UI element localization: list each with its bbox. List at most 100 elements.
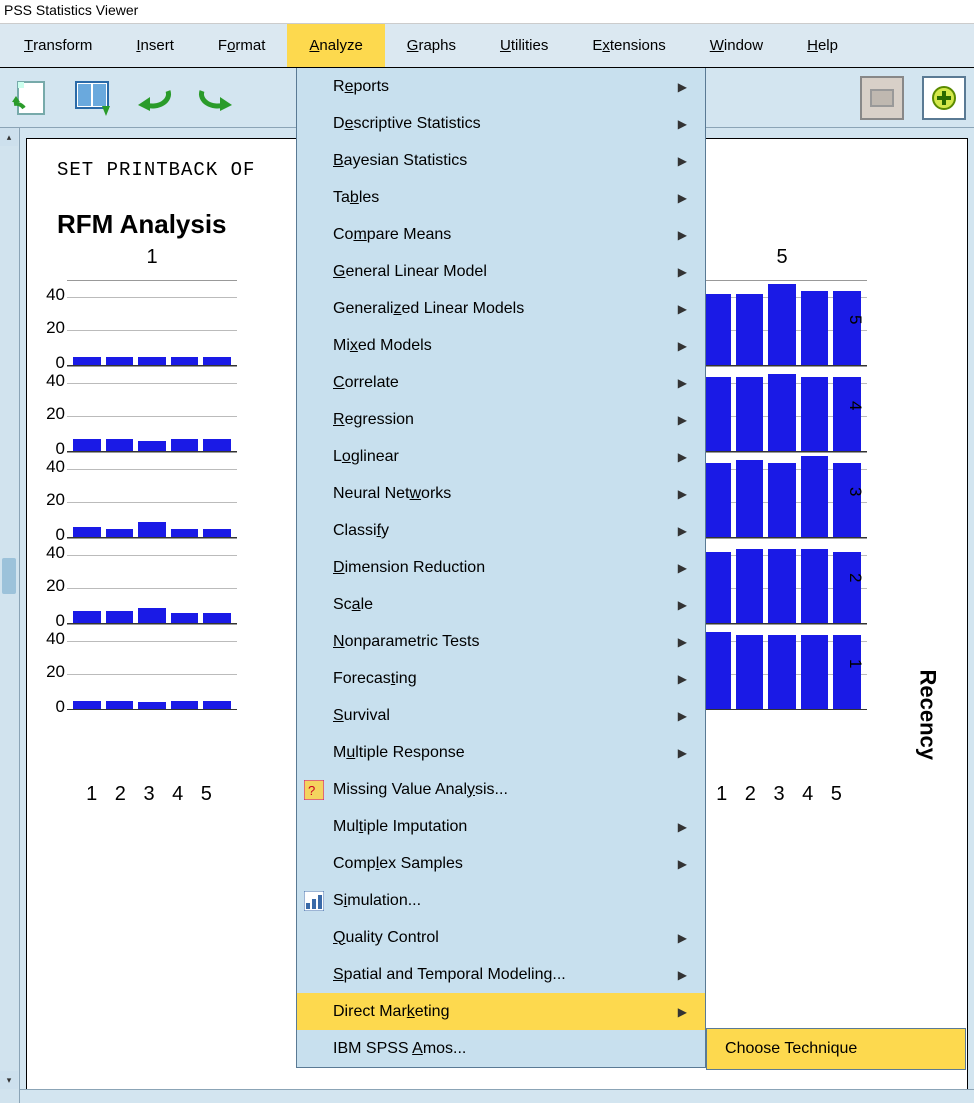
bar	[203, 357, 231, 365]
submenu-arrow-icon: ▶	[678, 450, 687, 464]
submenu-arrow-icon: ▶	[678, 598, 687, 612]
bar	[203, 701, 231, 709]
bar	[73, 611, 101, 623]
disabled-tool-button	[860, 76, 904, 120]
bar	[203, 529, 231, 537]
menu-item-descriptive-statistics[interactable]: Descriptive Statistics▶	[297, 105, 705, 142]
menu-item-multiple-imputation[interactable]: Multiple Imputation▶	[297, 808, 705, 845]
bar	[203, 613, 231, 623]
bar	[171, 357, 199, 365]
undo-button[interactable]	[132, 76, 176, 120]
menu-item-loglinear[interactable]: Loglinear▶	[297, 438, 705, 475]
submenu-arrow-icon: ▶	[678, 80, 687, 94]
menu-item-simulation[interactable]: Simulation...	[297, 882, 705, 919]
menu-graphs[interactable]: Graphs	[385, 24, 478, 67]
submenu-arrow-icon: ▶	[678, 1005, 687, 1019]
y-tick-label: 0	[26, 697, 65, 717]
scroll-down-icon[interactable]: ▾	[0, 1071, 18, 1089]
menu-transform[interactable]: Transform	[2, 24, 114, 67]
submenu-arrow-icon: ▶	[678, 746, 687, 760]
submenu-arrow-icon: ▶	[678, 820, 687, 834]
svg-text:?: ?	[308, 783, 315, 798]
status-strip	[20, 1089, 974, 1103]
menu-item-compare-means[interactable]: Compare Means▶	[297, 216, 705, 253]
menu-item-nonparametric-tests[interactable]: Nonparametric Tests▶	[297, 623, 705, 660]
submenu-arrow-icon: ▶	[678, 154, 687, 168]
bar	[106, 529, 134, 537]
bar	[801, 635, 829, 709]
menu-item-scale[interactable]: Scale▶	[297, 586, 705, 623]
bar	[768, 374, 796, 451]
menu-item-bayesian-statistics[interactable]: Bayesian Statistics▶	[297, 142, 705, 179]
bar	[106, 701, 134, 709]
scroll-thumb[interactable]	[2, 558, 16, 594]
y-tick-label: 20	[26, 490, 65, 510]
chart-panel: 3	[697, 452, 867, 538]
menu-item-survival[interactable]: Survival▶	[297, 697, 705, 734]
menu-item-dimension-reduction[interactable]: Dimension Reduction▶	[297, 549, 705, 586]
menu-item-complex-samples[interactable]: Complex Samples▶	[297, 845, 705, 882]
menu-insert[interactable]: Insert	[114, 24, 196, 67]
layout-button[interactable]	[70, 76, 114, 120]
menu-item-correlate[interactable]: Correlate▶	[297, 364, 705, 401]
submenu-arrow-icon: ▶	[678, 857, 687, 871]
bar	[703, 632, 731, 709]
scroll-up-icon[interactable]: ▴	[0, 128, 18, 146]
chart-panel: 40200	[67, 624, 237, 710]
menu-window[interactable]: Window	[688, 24, 785, 67]
submenu-arrow-icon: ▶	[678, 487, 687, 501]
bar	[138, 608, 166, 623]
submenu-arrow-icon: ▶	[678, 376, 687, 390]
bar	[138, 441, 166, 451]
vertical-scrollbar[interactable]: ▴ ▾	[0, 128, 20, 1103]
menu-item-forecasting[interactable]: Forecasting▶	[297, 660, 705, 697]
redo-button[interactable]	[194, 76, 238, 120]
menu-item-regression[interactable]: Regression▶	[297, 401, 705, 438]
recency-tick-label: 4	[845, 401, 865, 431]
submenu-arrow-icon: ▶	[678, 524, 687, 538]
menu-item-spatial-and-temporal-modeling[interactable]: Spatial and Temporal Modeling...▶	[297, 956, 705, 993]
menu-item-quality-control[interactable]: Quality Control▶	[297, 919, 705, 956]
menu-item-missing-value-analysis[interactable]: ?Missing Value Analysis...	[297, 771, 705, 808]
menu-item-multiple-response[interactable]: Multiple Response▶	[297, 734, 705, 771]
menu-item-ibm-spss-amos[interactable]: IBM SPSS Amos...	[297, 1030, 705, 1067]
submenu-item-label: Choose Technique	[725, 1040, 857, 1058]
submenu-arrow-icon: ▶	[678, 191, 687, 205]
menu-item-neural-networks[interactable]: Neural Networks▶	[297, 475, 705, 512]
y-tick-label: 20	[26, 318, 65, 338]
col-header: 5	[707, 246, 857, 269]
menu-item-reports[interactable]: Reports▶	[297, 68, 705, 105]
y-tick-label: 40	[26, 285, 65, 305]
menu-extensions[interactable]: Extensions	[570, 24, 687, 67]
bar	[801, 377, 829, 451]
chart-panel: 5	[697, 280, 867, 366]
open-doc-button[interactable]	[8, 76, 52, 120]
bar	[106, 357, 134, 365]
menu-item-general-linear-model[interactable]: General Linear Model▶	[297, 253, 705, 290]
menu-help[interactable]: Help	[785, 24, 860, 67]
bar	[736, 294, 764, 365]
bar	[703, 463, 731, 537]
add-button[interactable]	[922, 76, 966, 120]
bar	[736, 549, 764, 623]
chart-panel: 4	[697, 366, 867, 452]
submenu-arrow-icon: ▶	[678, 339, 687, 353]
menu-utilities[interactable]: Utilities	[478, 24, 570, 67]
menu-format[interactable]: Format	[196, 24, 288, 67]
y-tick-label: 20	[26, 404, 65, 424]
menu-item-tables[interactable]: Tables▶	[297, 179, 705, 216]
bar	[203, 439, 231, 451]
menu-item-generalized-linear-models[interactable]: Generalized Linear Models▶	[297, 290, 705, 327]
menu-item-classify[interactable]: Classify▶	[297, 512, 705, 549]
menu-item-direct-marketing[interactable]: Direct Marketing▶	[297, 993, 705, 1030]
analyze-menu-dropdown[interactable]: Reports▶Descriptive Statistics▶Bayesian …	[296, 68, 706, 1068]
bar	[73, 527, 101, 537]
y-tick-label: 40	[26, 457, 65, 477]
chart-panel: 1	[697, 624, 867, 710]
bar	[73, 357, 101, 365]
missing-value-icon: ?	[303, 779, 325, 801]
menu-analyze[interactable]: Analyze	[287, 24, 384, 67]
menu-item-mixed-models[interactable]: Mixed Models▶	[297, 327, 705, 364]
bar	[703, 552, 731, 623]
direct-marketing-submenu[interactable]: Choose Technique	[706, 1028, 966, 1070]
